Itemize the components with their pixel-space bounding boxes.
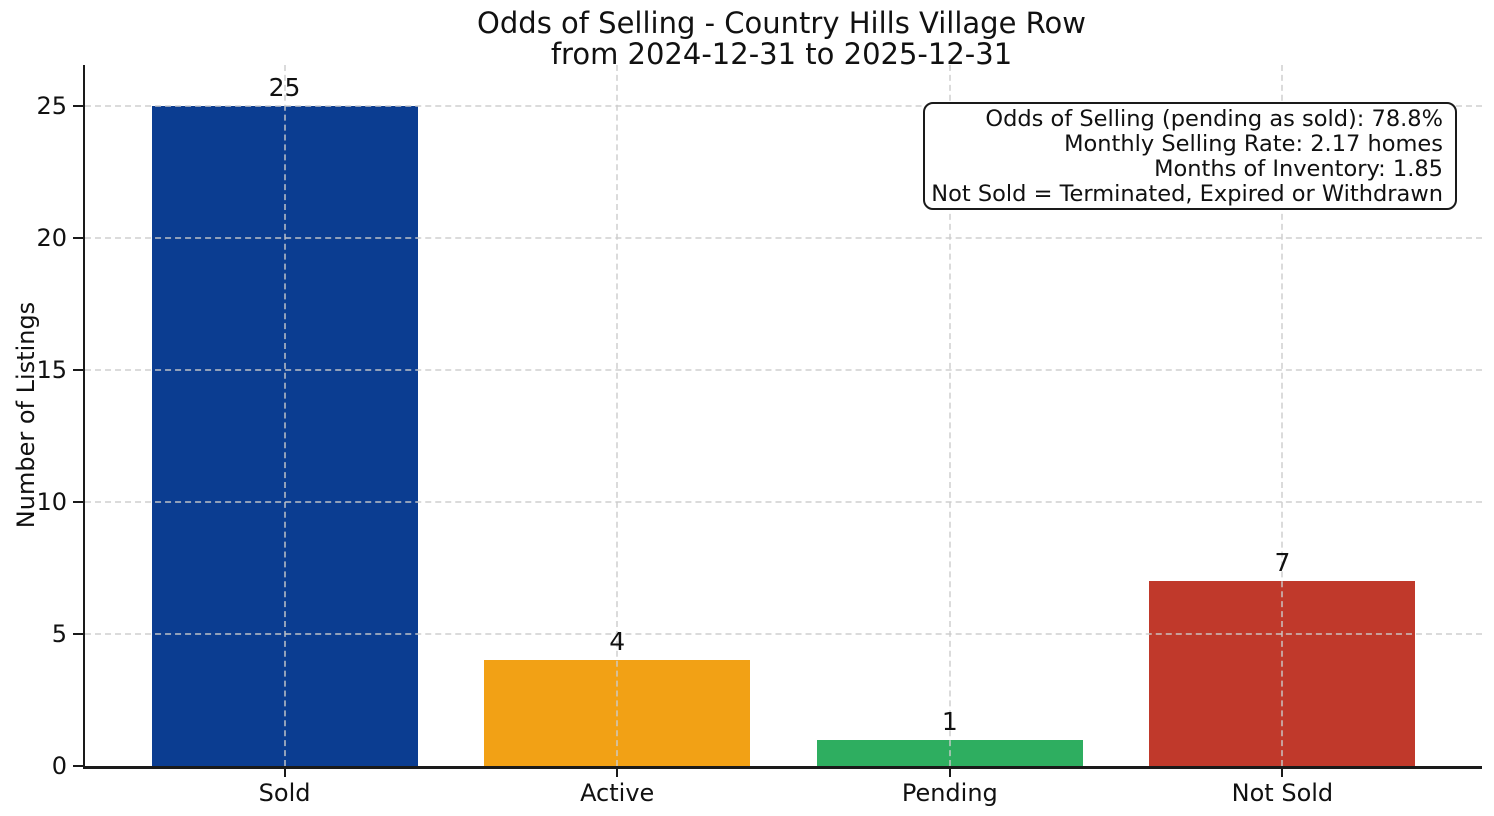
y-tick-0 [73, 765, 83, 767]
gridline-v-sold [283, 65, 286, 766]
x-tick-label-sold: Sold [258, 779, 311, 807]
y-tick-15 [73, 368, 83, 371]
gridline-v-not-sold [1281, 65, 1284, 766]
x-tick-sold [283, 766, 286, 777]
gridline-h-5 [85, 632, 1482, 635]
gridline-h-20 [85, 236, 1482, 239]
y-tick-label-0: 0 [51, 752, 67, 780]
bar-value-label-not-sold: 7 [1274, 548, 1291, 578]
annotation-line-odds: Odds of Selling (pending as sold): 78.8% [985, 106, 1443, 132]
bar-value-label-active: 4 [609, 627, 626, 657]
bar-value-label-sold: 25 [268, 72, 301, 102]
x-tick-active [616, 766, 619, 777]
y-tick-20 [73, 236, 83, 239]
x-tick-label-active: Active [580, 779, 655, 807]
x-tick-pending [948, 766, 951, 777]
annotation-line-inventory: Months of Inventory: 1.85 [1154, 156, 1443, 182]
y-tick-label-25: 25 [36, 91, 67, 120]
y-tick-label-5: 5 [51, 619, 67, 648]
chart-subtitle: from 2024-12-31 to 2025-12-31 [550, 37, 1013, 71]
y-tick-5 [73, 632, 83, 635]
gridline-v-pending [948, 65, 951, 766]
chart-title-block: Odds of Selling - Country Hills Village … [83, 8, 1480, 70]
gridline-h-25 [85, 104, 1482, 107]
plot-area: 25 Sold 4 Active 1 Pending 7 Not Sold 0 5 10 15 20 25 [36, 65, 1482, 807]
gridline-h-15 [85, 368, 1482, 371]
x-tick-label-pending: Pending [901, 779, 998, 807]
y-tick-label-10: 10 [36, 487, 67, 516]
y-tick-label-20: 20 [36, 223, 67, 252]
chart-title: Odds of Selling - Country Hills Village … [477, 6, 1086, 40]
y-tick-10 [73, 500, 83, 503]
annotation-line-not-sold-note: Not Sold = Terminated, Expired or Withdr… [931, 181, 1443, 207]
x-tick-not-sold [1281, 766, 1284, 777]
gridline-v-active [616, 65, 619, 766]
gridline-h-10 [85, 500, 1482, 503]
x-tick-label-not-sold: Not Sold [1231, 779, 1334, 807]
annotation-box: Odds of Selling (pending as sold): 78.8%… [923, 102, 1457, 210]
bar-value-label-pending: 1 [941, 706, 958, 736]
y-tick-25 [73, 104, 83, 107]
y-tick-label-15: 15 [36, 355, 67, 384]
annotation-line-selling-rate: Monthly Selling Rate: 2.17 homes [1064, 131, 1443, 157]
